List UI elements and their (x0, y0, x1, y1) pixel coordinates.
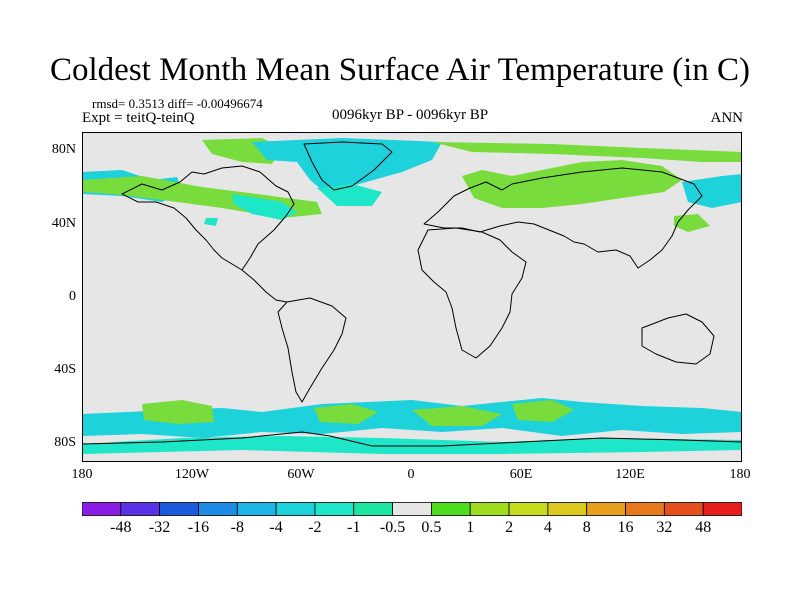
coastline-africa (417, 227, 527, 359)
colorbar-box (120, 502, 161, 516)
lon-tick-60e: 60E (509, 467, 533, 482)
colorbar-label: 8 (582, 519, 591, 536)
stats-label: rmsd= 0.3513 diff= -0.00496674 (92, 96, 263, 111)
warm-anomaly-arctic-ocean (432, 142, 742, 162)
colorbar-label: 32 (656, 519, 673, 536)
season-label: ANN (710, 110, 744, 126)
cool-anomaly-greenland (252, 138, 442, 190)
colorbar-box (198, 502, 238, 516)
lon-tick-180w: 180 (71, 467, 93, 482)
colorbar-label: 16 (617, 519, 634, 536)
coastline-australia (641, 313, 715, 365)
coastline-greenland (303, 141, 393, 191)
coastline-south-america (277, 297, 347, 403)
colorbar-box (547, 502, 588, 516)
colorbar-labels: -48 -32 -16 -8 -4 -2 -1 -0.5 0.5 1 2 4 8 16 32 48 (0, 519, 800, 539)
map-title: Coldest Month Mean Surface Air Temperatu… (50, 52, 750, 88)
colorbar-label: -0.5 (379, 519, 406, 536)
lon-tick-60w: 60W (287, 467, 315, 482)
warm-anomaly-japan (674, 214, 710, 232)
lat-tick-40n: 40N (51, 216, 76, 231)
colorbar-label: 0.5 (421, 519, 442, 536)
lon-tick-120e: 120E (615, 467, 645, 482)
coastline-central-america (241, 269, 288, 303)
cool-anomaly-antarctica (82, 436, 742, 454)
colorbar-label: 4 (543, 519, 552, 536)
warm-anomaly-eurasia (462, 160, 682, 208)
colorbar-box (353, 502, 393, 516)
coastline-antarctica (82, 431, 742, 447)
coastlines (82, 141, 742, 447)
lat-tick-40s: 40S (54, 362, 76, 377)
colorbar-box (275, 502, 316, 516)
warm-anomaly-s-pacific (142, 400, 214, 424)
cool-anomaly-kamchatka (682, 174, 742, 208)
lat-tick-0: 0 (69, 289, 76, 304)
warm-anomaly-indian-ocean (512, 400, 574, 422)
lon-tick-0: 0 (407, 467, 415, 482)
colorbar-label: -8 (230, 519, 244, 536)
colorbar-box (702, 502, 742, 516)
colorbar-box (625, 502, 665, 516)
cool-anomaly-southern-ocean (82, 398, 742, 438)
coastline-north-america (121, 165, 295, 271)
lat-tick-80n: 80N (51, 142, 76, 157)
colorbar-label: 48 (695, 519, 712, 536)
colorbar-label: -1 (347, 519, 361, 536)
experiment-label: Expt = teitQ-teinQ (82, 110, 195, 126)
colorbar-box (663, 502, 704, 516)
cool-spot-pacific (204, 218, 218, 226)
colorbar-box (159, 502, 199, 516)
map-frame (82, 132, 742, 462)
colorbar-label: -48 (110, 519, 132, 536)
colorbar-box (392, 502, 432, 516)
colorbar-box (236, 502, 277, 516)
colorbar (82, 502, 742, 516)
lon-tick-180e: 180 (729, 467, 751, 482)
cool-anomaly-canada (232, 194, 297, 220)
period-label: 0096kyr BP - 0096kyr BP (331, 107, 489, 123)
lon-tick-120w: 120W (174, 467, 210, 482)
colorbar-box (82, 502, 122, 516)
lat-tick-80s: 80S (54, 435, 76, 450)
world-map (82, 132, 742, 462)
colorbar-box (586, 502, 626, 516)
colorbar-box (508, 502, 549, 516)
warm-anomaly-s-atlantic (314, 404, 378, 424)
colorbar-label: -4 (269, 519, 283, 536)
warm-anomaly-weddell (412, 406, 502, 426)
colorbar-box (314, 502, 355, 516)
colorbar-label: 2 (505, 519, 514, 536)
colorbar-label: 1 (466, 519, 475, 536)
colorbar-label: -16 (187, 519, 210, 536)
colorbar-box (469, 502, 510, 516)
colorbar-label: -32 (148, 519, 171, 536)
colorbar-box (431, 502, 471, 516)
coastline-eurasia (423, 167, 703, 269)
colorbar-label: -2 (308, 519, 322, 536)
